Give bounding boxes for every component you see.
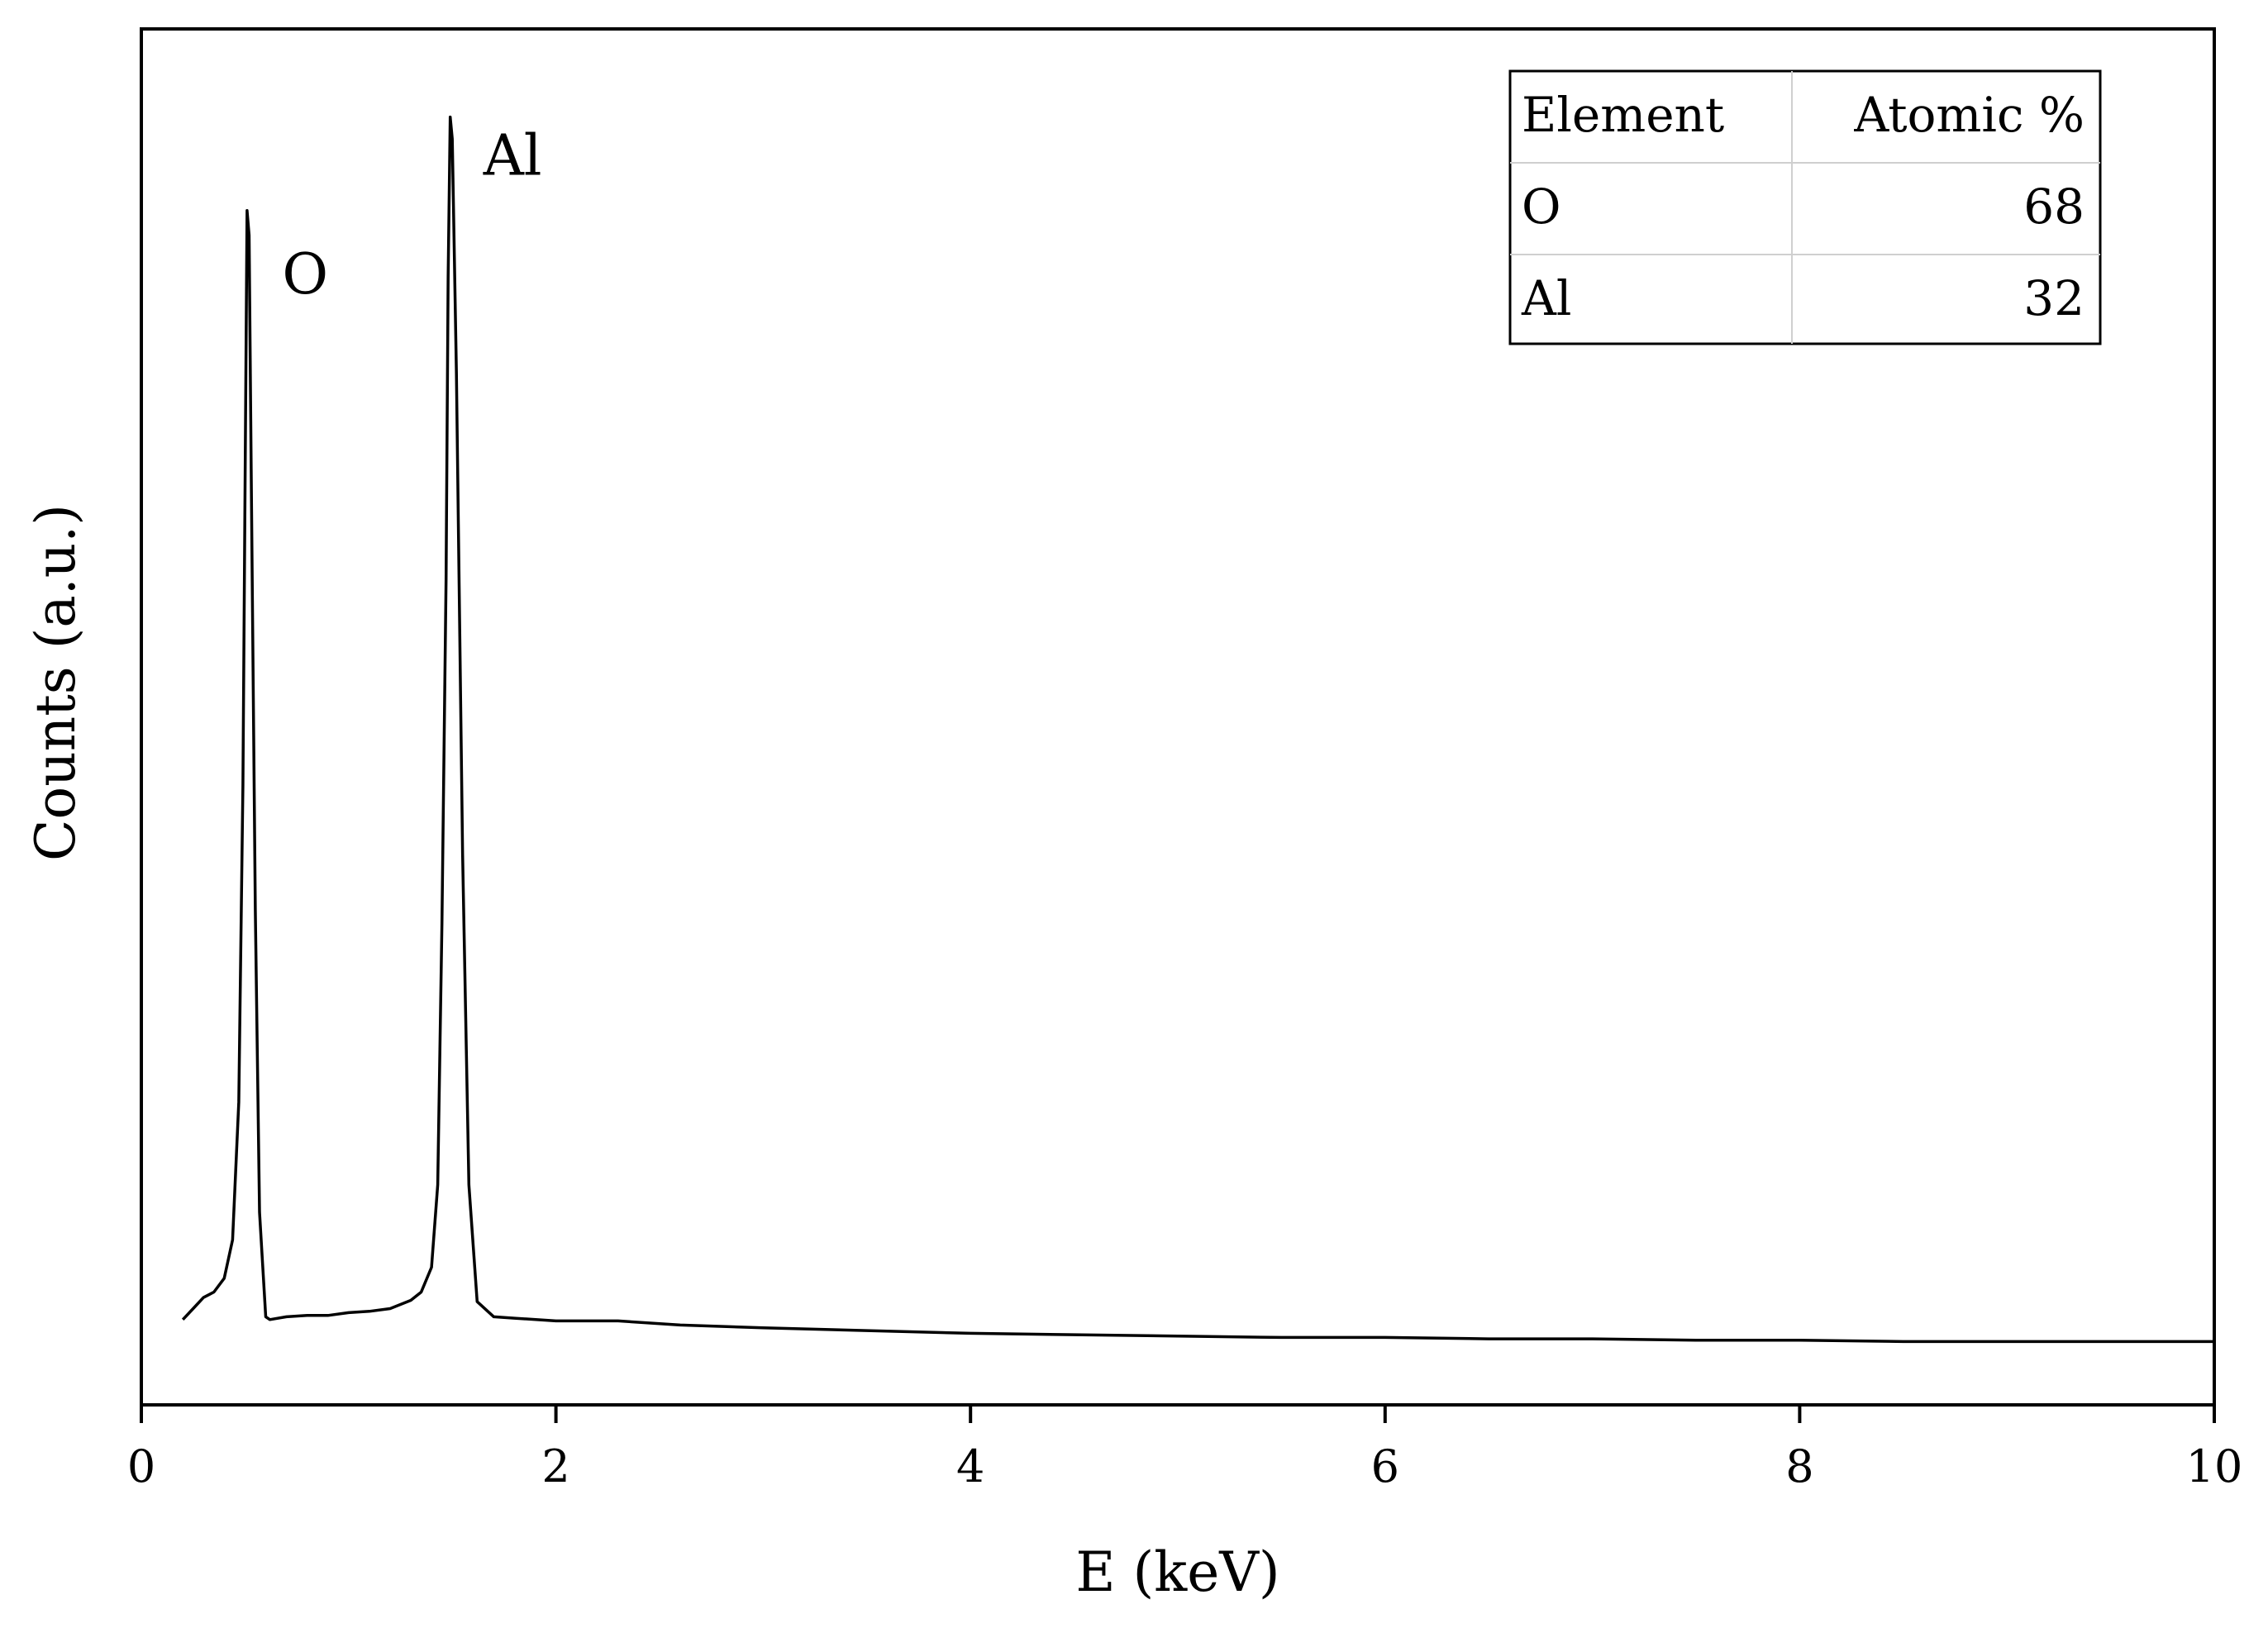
peak-label: O [282,242,328,307]
x-tick-label: 8 [1785,1440,1813,1492]
x-axis-tick-labels: 0 2 4 6 8 10 [127,1440,2243,1492]
atomic-percent-table: Element Atomic % O 68 Al 32 [1508,69,2102,345]
table-cell-atomic-o: 68 [2023,179,2085,235]
table-cell-element-al: Al [1521,270,1571,326]
x-axis-ticks [140,1405,2216,1423]
spectrum-series-line [181,115,2214,1344]
x-tick-label: 6 [1371,1440,1399,1492]
x-tick-label: 2 [541,1440,569,1492]
x-tick-label: 0 [127,1440,155,1492]
peak-labels: O Al [282,124,541,307]
table-header-atomic-percent: Atomic % [1853,87,2085,143]
x-tick-label: 4 [956,1440,984,1492]
table-border [1508,69,2102,345]
x-tick-label: 10 [2186,1440,2243,1492]
y-axis-label: Counts (a.u.) [24,504,88,861]
table-header-element: Element [1522,87,1724,143]
peak-label: Al [483,124,542,189]
x-axis-label: E (keV) [1075,1540,1279,1604]
plot-frame [140,27,2216,1407]
table-cell-element-o: O [1522,179,1561,235]
table-cell-atomic-al: 32 [2023,270,2085,326]
